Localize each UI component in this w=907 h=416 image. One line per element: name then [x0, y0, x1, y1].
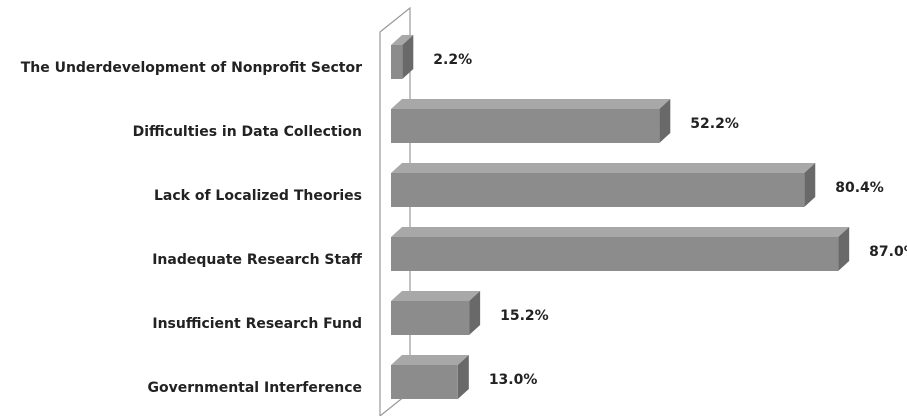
bar-side: [659, 99, 671, 143]
bar-front: [391, 237, 839, 271]
value-label: 2.2%: [433, 52, 472, 68]
bar-side: [402, 35, 414, 79]
bar-top: [391, 99, 671, 109]
category-label: Inadequate Research Staff: [152, 252, 362, 268]
bar-front: [391, 45, 403, 79]
bar: [391, 355, 469, 399]
bar-top: [391, 163, 816, 173]
bar-top: [391, 227, 850, 237]
value-label: 87.0%: [869, 244, 907, 260]
bar-top: [391, 291, 481, 301]
bar-top: [391, 355, 469, 365]
bar-side: [804, 163, 816, 207]
bar-front: [391, 109, 660, 143]
bar: [391, 35, 414, 79]
bar-front: [391, 365, 458, 399]
value-label: 15.2%: [500, 308, 549, 324]
category-label: Difficulties in Data Collection: [133, 124, 362, 140]
category-label: Lack of Localized Theories: [154, 188, 362, 204]
category-label: Insufficient Research Fund: [152, 316, 362, 332]
category-label: Governmental Interference: [148, 380, 362, 396]
bar-front: [391, 301, 470, 335]
bar: [391, 227, 850, 271]
value-label: 52.2%: [690, 116, 739, 132]
bar-side: [838, 227, 850, 271]
bar-side: [469, 291, 481, 335]
value-label: 80.4%: [835, 180, 884, 196]
bar: [391, 163, 816, 207]
bar: [391, 291, 481, 335]
value-label: 13.0%: [489, 372, 538, 388]
category-label: The Underdevelopment of Nonprofit Sector: [21, 60, 362, 76]
bar-side: [457, 355, 469, 399]
bar-front: [391, 173, 805, 207]
bar: [391, 99, 671, 143]
bar-top: [391, 35, 414, 45]
